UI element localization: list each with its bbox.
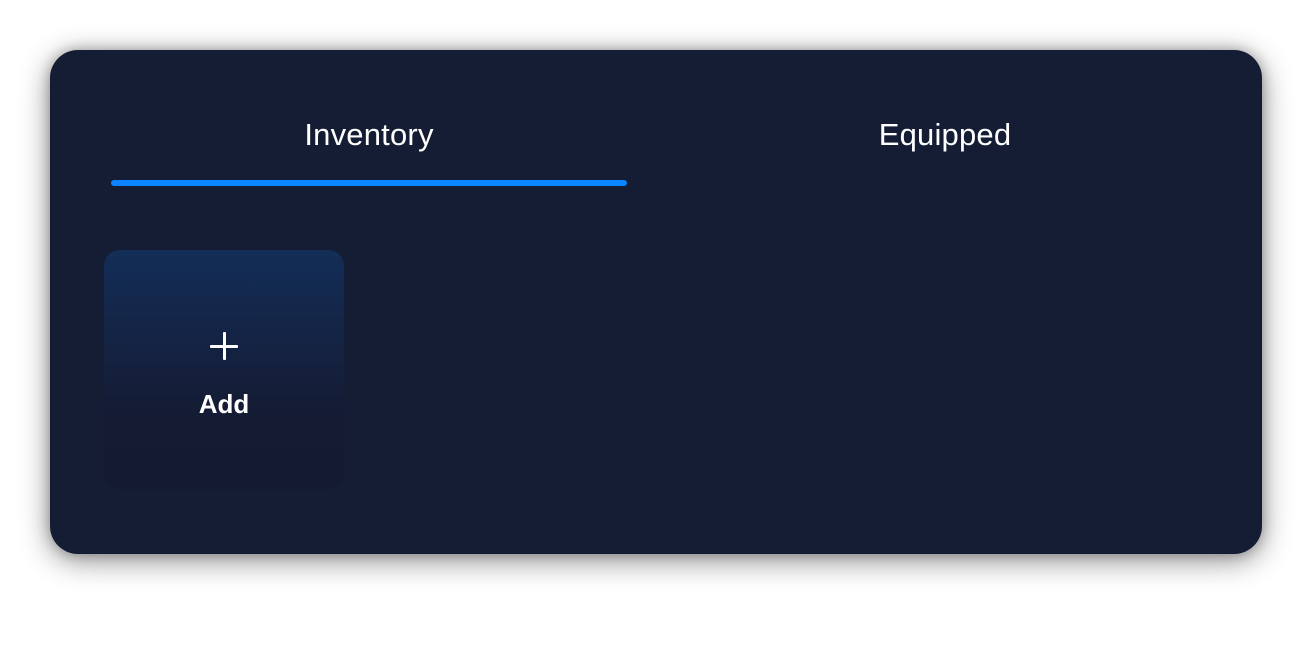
add-item-button[interactable]: Add <box>104 250 344 490</box>
active-tab-indicator <box>111 180 627 186</box>
inventory-panel: Inventory Equipped Add <box>50 50 1262 554</box>
tab-inventory-label: Inventory <box>304 117 434 152</box>
tab-equipped-label: Equipped <box>878 117 1012 152</box>
add-item-label: Add <box>198 389 250 419</box>
plus-icon <box>210 332 238 360</box>
tab-inventory[interactable]: Inventory <box>111 110 627 186</box>
tab-equipped[interactable]: Equipped <box>687 110 1203 186</box>
tab-bar: Inventory Equipped <box>111 110 1201 186</box>
